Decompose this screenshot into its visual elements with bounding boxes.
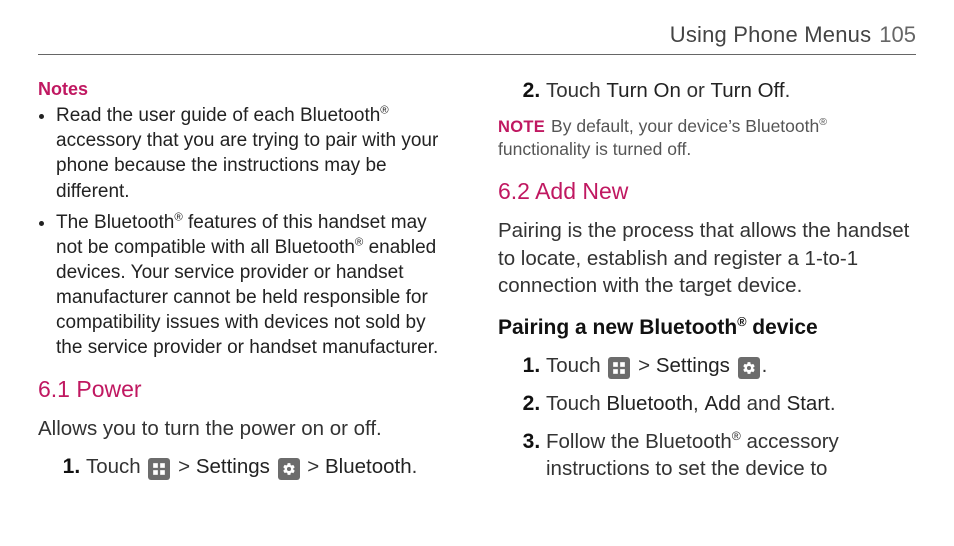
- step-text: .: [762, 354, 768, 377]
- step-text-bold: Settings: [196, 455, 270, 478]
- step-text: .: [830, 392, 836, 415]
- step-text: ,: [693, 392, 699, 415]
- step-text-bold: Turn On: [606, 79, 680, 102]
- step-text-bold: Turn Off: [711, 79, 785, 102]
- step-text: Touch: [546, 354, 601, 377]
- right-column: Touch Turn On or Turn Off. NOTEBy defaul…: [498, 77, 916, 493]
- section-6-1-description: Allows you to turn the power on or off.: [38, 415, 456, 443]
- step-item: Follow the Bluetooth® accessory instruct…: [546, 428, 916, 483]
- section-6-1-steps: Touch > Settings > Bluetooth.: [38, 453, 456, 481]
- step-item: Touch Turn On or Turn Off.: [546, 77, 916, 105]
- list-item: Read the user guide of each Bluetooth® a…: [56, 103, 456, 203]
- step-text: Touch: [86, 455, 141, 478]
- step-text: .: [785, 79, 791, 102]
- step-text: Touch: [546, 79, 601, 102]
- note-word: NOTE: [498, 118, 545, 136]
- manual-page: Using Phone Menus 105 Notes Read the use…: [0, 0, 954, 546]
- left-column: Notes Read the user guide of each Blueto…: [38, 77, 456, 493]
- step-item: Touch > Settings > Bluetooth.: [86, 453, 456, 481]
- section-6-2-description: Pairing is the process that allows the h…: [498, 217, 916, 300]
- step-text: >: [638, 354, 650, 377]
- notes-list: Read the user guide of each Bluetooth® a…: [38, 103, 456, 360]
- step-text: and: [747, 392, 781, 415]
- step-text-bold: Bluetooth: [325, 455, 412, 478]
- header-page-number: 105: [879, 22, 916, 48]
- step-text: or: [687, 79, 705, 102]
- section-6-1-steps-cont: Touch Turn On or Turn Off.: [498, 77, 916, 105]
- step-text: .: [412, 455, 418, 478]
- gear-icon: [738, 357, 760, 379]
- step-text: >: [178, 455, 190, 478]
- step-text-bold: Start: [787, 392, 830, 415]
- note-text: By default, your device’s Bluetooth® fun…: [498, 116, 827, 160]
- section-6-2-steps: Touch > Settings . Touch Bluetooth, Add …: [498, 352, 916, 483]
- step-item: Touch Bluetooth, Add and Start.: [546, 390, 916, 418]
- section-6-1-heading: 6.1 Power: [38, 374, 456, 405]
- page-header: Using Phone Menus 105: [38, 0, 916, 55]
- pairing-bold-line: Pairing a new Bluetooth® device: [498, 314, 916, 342]
- notes-heading: Notes: [38, 77, 456, 101]
- columns-container: Notes Read the user guide of each Blueto…: [38, 77, 916, 493]
- apps-icon: [148, 458, 170, 480]
- step-text-bold: Bluetooth: [606, 392, 693, 415]
- step-item: Touch > Settings .: [546, 352, 916, 380]
- section-6-2-heading: 6.2 Add New: [498, 176, 916, 207]
- apps-icon: [608, 357, 630, 379]
- step-text-bold: Add: [704, 392, 740, 415]
- header-section-title: Using Phone Menus: [670, 22, 872, 48]
- list-item: The Bluetooth® features of this handset …: [56, 210, 456, 360]
- step-text: Touch: [546, 392, 601, 415]
- step-text: >: [307, 455, 319, 478]
- inline-note: NOTEBy default, your device’s Bluetooth®…: [498, 115, 916, 162]
- step-text-bold: Settings: [656, 354, 730, 377]
- gear-icon: [278, 458, 300, 480]
